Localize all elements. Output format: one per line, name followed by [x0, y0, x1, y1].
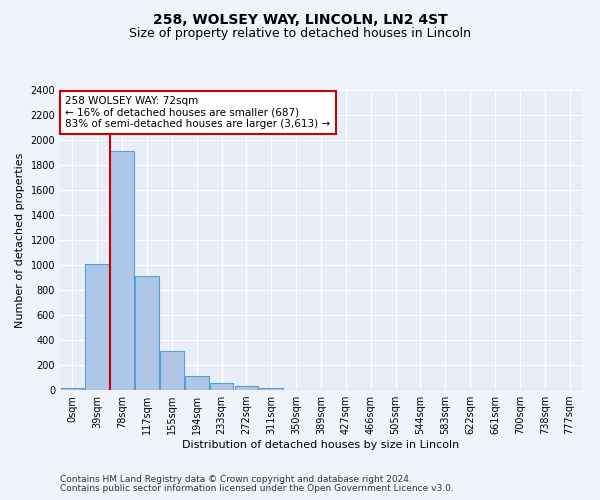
Text: Size of property relative to detached houses in Lincoln: Size of property relative to detached ho…: [129, 28, 471, 40]
Y-axis label: Number of detached properties: Number of detached properties: [15, 152, 25, 328]
Bar: [135, 276, 159, 390]
X-axis label: Distribution of detached houses by size in Lincoln: Distribution of detached houses by size …: [182, 440, 460, 450]
Bar: [85, 264, 109, 390]
Bar: [110, 151, 134, 390]
Bar: [61, 388, 84, 390]
Bar: [160, 350, 184, 390]
Bar: [235, 386, 258, 390]
Text: Contains HM Land Registry data © Crown copyright and database right 2024.: Contains HM Land Registry data © Crown c…: [60, 475, 412, 484]
Text: 258, WOLSEY WAY, LINCOLN, LN2 4ST: 258, WOLSEY WAY, LINCOLN, LN2 4ST: [152, 12, 448, 26]
Bar: [259, 388, 283, 390]
Bar: [210, 383, 233, 390]
Text: 258 WOLSEY WAY: 72sqm
← 16% of detached houses are smaller (687)
83% of semi-det: 258 WOLSEY WAY: 72sqm ← 16% of detached …: [65, 96, 331, 129]
Bar: [185, 376, 209, 390]
Text: Contains public sector information licensed under the Open Government Licence v3: Contains public sector information licen…: [60, 484, 454, 493]
